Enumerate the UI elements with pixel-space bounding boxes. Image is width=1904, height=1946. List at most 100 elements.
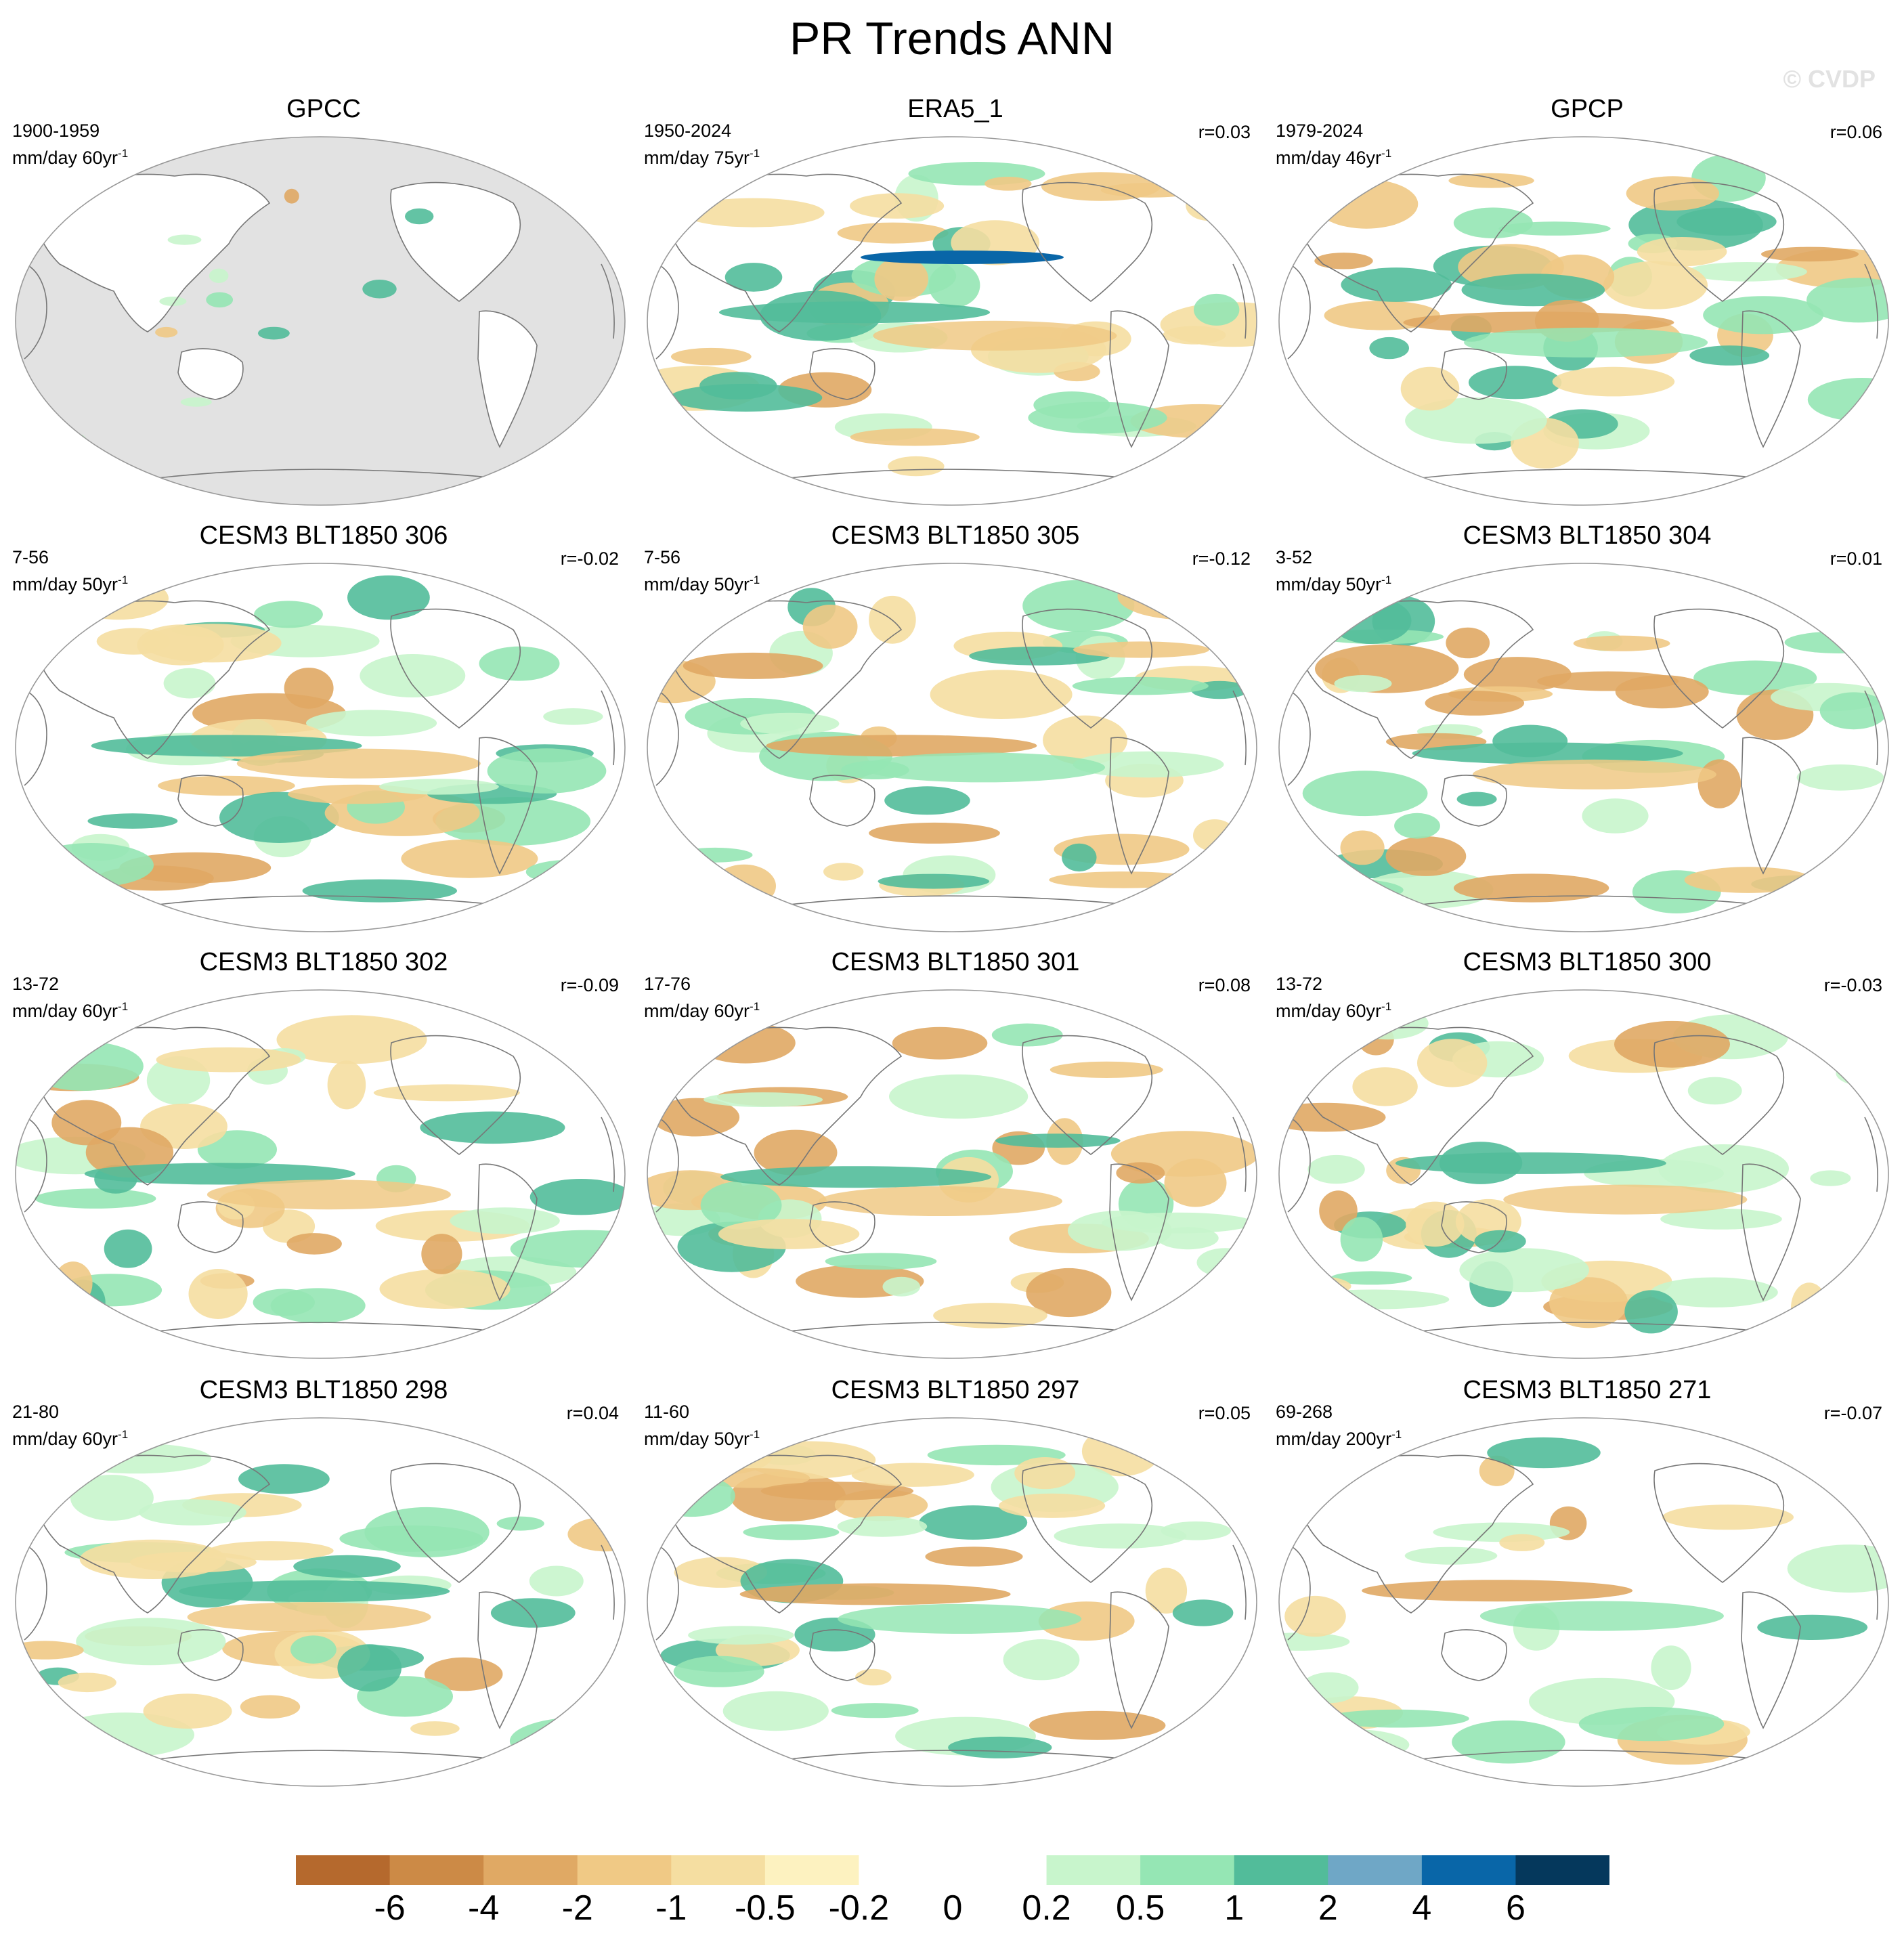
trend-units: mm/day 50yr-1 xyxy=(644,1428,760,1449)
equatorial-band xyxy=(1472,759,1716,790)
dry-trend-area xyxy=(1448,173,1534,188)
coastline xyxy=(1022,181,1153,303)
dry-trend-area xyxy=(930,670,1073,719)
wet-trend-area xyxy=(1003,1639,1080,1681)
wet-trend-area xyxy=(219,792,339,843)
map-panel: GPCP 1979-2024 mm/day 46yr-1 r=0.06 xyxy=(1276,95,1899,515)
dry-trend-area xyxy=(156,1047,301,1073)
equatorial-band xyxy=(838,1603,1082,1634)
map-border xyxy=(1278,563,1889,932)
dry-trend-area xyxy=(1284,1595,1346,1637)
wet-trend-area xyxy=(704,1092,823,1107)
dry-trend-area xyxy=(1385,836,1467,876)
pattern-correlation: r=-0.12 xyxy=(1192,548,1251,569)
equatorial-band xyxy=(236,748,481,779)
coastline xyxy=(601,1544,615,1620)
wet-trend-area xyxy=(1689,345,1770,366)
dry-trend-area xyxy=(1463,657,1572,693)
wet-trend-area xyxy=(1453,207,1533,238)
dry-trend-area xyxy=(1279,1295,1353,1314)
wet-trend-area xyxy=(1796,764,1884,791)
colorbar-swatch xyxy=(1234,1855,1328,1885)
equatorial-band xyxy=(861,752,1105,783)
wet-trend-area xyxy=(258,326,290,340)
coastline xyxy=(655,263,679,360)
map-panel: CESM3 BLT1850 306 7-56 mm/day 50yr-1 r=-0.0… xyxy=(12,521,635,941)
trend-units: mm/day 50yr-1 xyxy=(12,574,129,594)
wet-trend-area xyxy=(76,1618,226,1666)
coastline xyxy=(668,600,903,759)
wet-trend-area xyxy=(1156,1449,1239,1469)
pattern-correlation: r=0.01 xyxy=(1830,548,1882,569)
dry-trend-area xyxy=(276,1015,427,1064)
map-border xyxy=(1278,989,1889,1359)
wet-trend-area xyxy=(1819,692,1888,730)
wet-trend-area xyxy=(700,1181,782,1230)
trend-units: mm/day 50yr-1 xyxy=(644,574,760,594)
colorbar-tick-label: 0.2 xyxy=(1022,1888,1071,1928)
equatorial-band xyxy=(1503,1184,1748,1215)
wet-trend-area xyxy=(825,1253,937,1270)
dry-trend-area xyxy=(1014,1457,1076,1490)
coastline xyxy=(177,1201,244,1253)
wet-trend-area xyxy=(571,163,595,181)
equatorial-band xyxy=(1479,1601,1724,1631)
wet-trend-area xyxy=(889,1074,1029,1119)
equatorial-band xyxy=(187,1602,431,1633)
year-range: 13-72 xyxy=(1276,974,1323,994)
robinson-map xyxy=(1278,563,1889,932)
coastline xyxy=(1109,1163,1169,1301)
wet-trend-area xyxy=(405,208,434,225)
dry-trend-area xyxy=(999,1493,1106,1518)
colorbar-swatch xyxy=(1046,1855,1141,1885)
dry-trend-area xyxy=(284,188,299,204)
dry-trend-area xyxy=(1425,691,1525,716)
panel-title: CESM3 BLT1850 271 xyxy=(1463,1376,1712,1404)
dry-trend-area xyxy=(695,1022,796,1064)
coastline xyxy=(1232,263,1247,339)
wet-trend-area xyxy=(1022,580,1135,632)
coastline xyxy=(1109,310,1169,448)
dry-trend-area xyxy=(1049,871,1198,888)
dry-trend-area xyxy=(718,1219,860,1249)
colorbar-swatch xyxy=(296,1855,391,1885)
dry-trend-area xyxy=(1662,1505,1794,1530)
coastline xyxy=(1300,1454,1534,1614)
wet-trend-area xyxy=(1650,1277,1778,1307)
dry-trend-area xyxy=(874,257,928,301)
wet-trend-area xyxy=(254,601,323,628)
units-exponent: -1 xyxy=(750,574,760,586)
dry-trend-area xyxy=(155,326,178,338)
wet-trend-area xyxy=(1703,296,1824,334)
coastline xyxy=(177,348,244,400)
coastline xyxy=(668,1026,903,1186)
wet-trend-area xyxy=(290,1635,337,1664)
coastline xyxy=(477,1591,538,1729)
dry-trend-area xyxy=(869,822,1000,844)
wet-trend-area xyxy=(360,654,466,697)
dry-trend-area xyxy=(1279,865,1344,892)
panel-title: ERA5_1 xyxy=(907,95,1003,123)
colorbar-swatch xyxy=(1421,1855,1516,1885)
dry-trend-area xyxy=(1186,190,1232,221)
map-panel: ERA5_1 1950-2024 mm/day 75yr-1 r=0.03 xyxy=(644,95,1267,515)
wet-trend-area xyxy=(16,1293,83,1328)
pattern-correlation: r=0.03 xyxy=(1198,122,1251,142)
coastline xyxy=(1232,690,1247,766)
wet-trend-area xyxy=(70,1475,154,1521)
dry-trend-area xyxy=(851,1463,974,1487)
dry-trend-area xyxy=(1163,326,1226,345)
coastline xyxy=(24,1117,47,1213)
dry-trend-area xyxy=(1791,1282,1827,1334)
dry-trend-area xyxy=(1352,1067,1418,1106)
wet-trend-area xyxy=(1404,1547,1498,1565)
dry-trend-area xyxy=(379,1269,511,1309)
wet-trend-area xyxy=(496,1516,544,1531)
coastline xyxy=(1653,1035,1785,1156)
wet-trend-area xyxy=(1102,1212,1254,1234)
dry-trend-area xyxy=(1761,246,1859,262)
pattern-correlation: r=0.08 xyxy=(1198,975,1251,995)
equatorial-band xyxy=(766,735,1037,757)
colorbar-swatch xyxy=(1515,1855,1609,1885)
wet-trend-area xyxy=(1330,1271,1412,1285)
